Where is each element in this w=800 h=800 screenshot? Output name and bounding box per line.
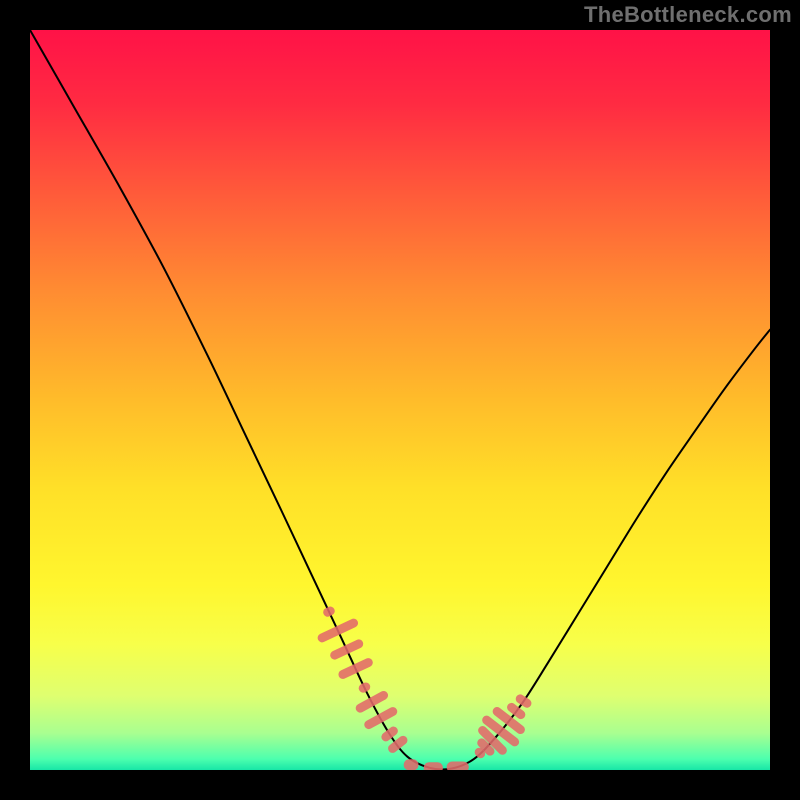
chart-frame: TheBottleneck.com (0, 0, 800, 800)
highlight-baseline (404, 759, 419, 770)
plot-svg (30, 30, 770, 770)
highlight-baseline (447, 761, 469, 770)
plot-area (30, 30, 770, 770)
gradient-background (30, 30, 770, 770)
watermark-label: TheBottleneck.com (584, 2, 792, 28)
highlight-baseline (424, 762, 443, 770)
